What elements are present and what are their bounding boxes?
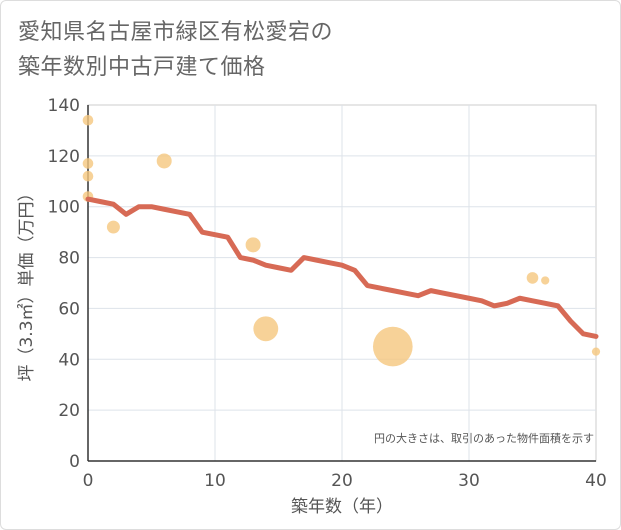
bubble-point	[82, 170, 94, 182]
x-tick-label: 40	[585, 471, 607, 491]
average-line-layer	[85, 196, 599, 339]
bubble-point	[106, 220, 120, 234]
x-tick-label: 0	[83, 471, 94, 491]
y-tick-label: 140	[48, 96, 80, 116]
bubble-point	[82, 158, 94, 169]
y-tick-label: 0	[69, 452, 80, 472]
bubble-point	[245, 237, 261, 253]
chart-title-line-2: 築年数別中古戸建て価格	[18, 55, 266, 80]
bubble-point	[372, 326, 413, 367]
y-tick-label: 80	[58, 249, 80, 269]
bubble-point	[591, 347, 601, 356]
chart-title-line-1: 愛知県名古屋市緑区有松愛宕の	[18, 20, 334, 45]
chart-title: 愛知県名古屋市緑区有松愛宕の 築年数別中古戸建て価格	[18, 15, 333, 85]
x-tick-label: 10	[204, 471, 226, 491]
average-price-line	[85, 196, 599, 339]
x-axis-label: 築年数（年）	[291, 497, 393, 517]
bubble-point	[526, 272, 539, 284]
y-tick-label: 100	[48, 198, 80, 218]
y-tick-label: 60	[58, 299, 80, 319]
y-tick-label: 40	[58, 350, 80, 370]
size-legend-note: 円の大きさは、取引のあった物件面積を示す	[374, 431, 594, 445]
bubble-point	[253, 316, 279, 342]
x-tick-label: 20	[331, 471, 353, 491]
bubble-point	[82, 114, 94, 126]
y-tick-label: 20	[58, 401, 80, 421]
tick-labels: 0 20 40 60 80 100 120 140 0 10 20 30 40	[48, 96, 607, 491]
y-axis-label: 坪（3.3㎡）単価（万円）	[17, 184, 37, 381]
bubble-layer	[82, 114, 601, 367]
y-tick-label: 120	[48, 147, 80, 167]
x-tick-label: 30	[458, 471, 480, 491]
bubble-point	[156, 153, 172, 169]
bubble-point	[541, 276, 550, 285]
